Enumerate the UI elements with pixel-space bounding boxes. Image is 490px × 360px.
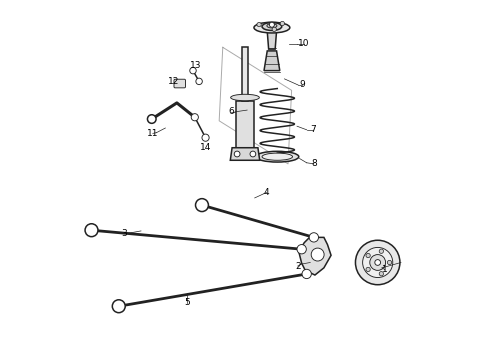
- Circle shape: [297, 244, 306, 254]
- Text: 2: 2: [295, 262, 300, 271]
- Text: 5: 5: [184, 298, 190, 307]
- Circle shape: [355, 240, 400, 285]
- Ellipse shape: [256, 151, 299, 162]
- Text: 12: 12: [168, 77, 179, 86]
- Circle shape: [370, 255, 386, 270]
- Circle shape: [375, 260, 381, 265]
- Circle shape: [388, 260, 392, 265]
- Circle shape: [363, 247, 393, 278]
- Text: 14: 14: [200, 143, 211, 152]
- Circle shape: [272, 27, 276, 31]
- Text: 3: 3: [121, 229, 126, 238]
- Polygon shape: [230, 148, 260, 160]
- Polygon shape: [242, 47, 248, 101]
- Text: 10: 10: [298, 39, 310, 48]
- Circle shape: [147, 115, 156, 123]
- Text: 8: 8: [311, 159, 317, 168]
- Circle shape: [196, 199, 208, 212]
- Ellipse shape: [231, 94, 259, 101]
- FancyBboxPatch shape: [174, 79, 186, 88]
- Circle shape: [196, 78, 202, 85]
- Circle shape: [302, 269, 311, 279]
- Circle shape: [379, 271, 384, 276]
- Text: 4: 4: [264, 188, 270, 197]
- Ellipse shape: [267, 24, 277, 28]
- Circle shape: [234, 151, 240, 157]
- Ellipse shape: [262, 153, 293, 160]
- Circle shape: [257, 22, 261, 27]
- Polygon shape: [299, 237, 331, 275]
- Circle shape: [202, 134, 209, 141]
- Polygon shape: [236, 101, 254, 148]
- Polygon shape: [264, 51, 280, 71]
- Circle shape: [191, 114, 198, 121]
- Text: 9: 9: [299, 81, 305, 90]
- Circle shape: [280, 21, 285, 26]
- Text: 7: 7: [310, 125, 316, 134]
- Circle shape: [250, 151, 256, 157]
- Circle shape: [190, 67, 196, 74]
- Circle shape: [366, 267, 370, 271]
- Circle shape: [366, 253, 370, 258]
- Circle shape: [311, 248, 324, 261]
- Ellipse shape: [262, 23, 282, 31]
- Text: 11: 11: [147, 129, 159, 138]
- Circle shape: [379, 249, 384, 253]
- Polygon shape: [267, 31, 276, 49]
- Circle shape: [309, 233, 318, 242]
- Circle shape: [270, 22, 274, 27]
- Circle shape: [85, 224, 98, 237]
- Text: 1: 1: [382, 265, 388, 274]
- Text: 6: 6: [228, 107, 234, 116]
- Text: 13: 13: [190, 61, 201, 70]
- Ellipse shape: [254, 22, 290, 33]
- Circle shape: [112, 300, 125, 313]
